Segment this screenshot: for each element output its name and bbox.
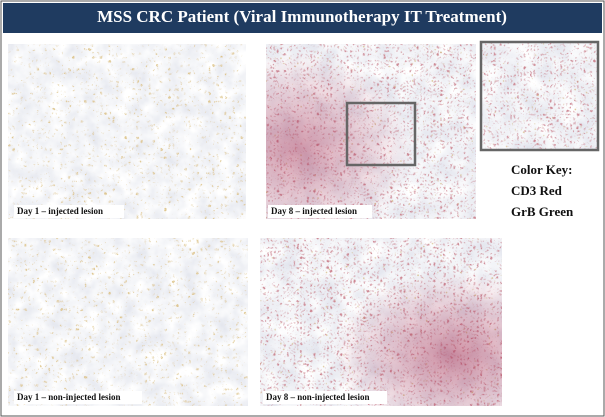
inset — [479, 40, 600, 152]
title: MSS CRC Patient (Viral Immunotherapy IT … — [97, 7, 507, 26]
panel-label: Day 1 – non-injected lesion — [17, 392, 121, 402]
title-bar — [3, 3, 602, 33]
panel-day8-injected: Day 8 – injected lesion — [266, 44, 476, 219]
panel-label: Day 8 – injected lesion — [271, 206, 357, 216]
panel-label: Day 8 – non-injected lesion — [266, 392, 370, 402]
color-key-item: GrB Green — [511, 204, 574, 219]
panel-day8-noninjected: Day 8 – non-injected lesion — [260, 238, 502, 406]
color-key-title: Color Key: — [511, 162, 573, 177]
panel-day1-noninjected: Day 1 – non-injected lesion — [8, 238, 248, 406]
panel-label: Day 1 – injected lesion — [17, 206, 103, 216]
color-key-item: CD3 Red — [511, 183, 563, 198]
panel-day1-injected: Day 1 – injected lesion — [8, 44, 246, 219]
